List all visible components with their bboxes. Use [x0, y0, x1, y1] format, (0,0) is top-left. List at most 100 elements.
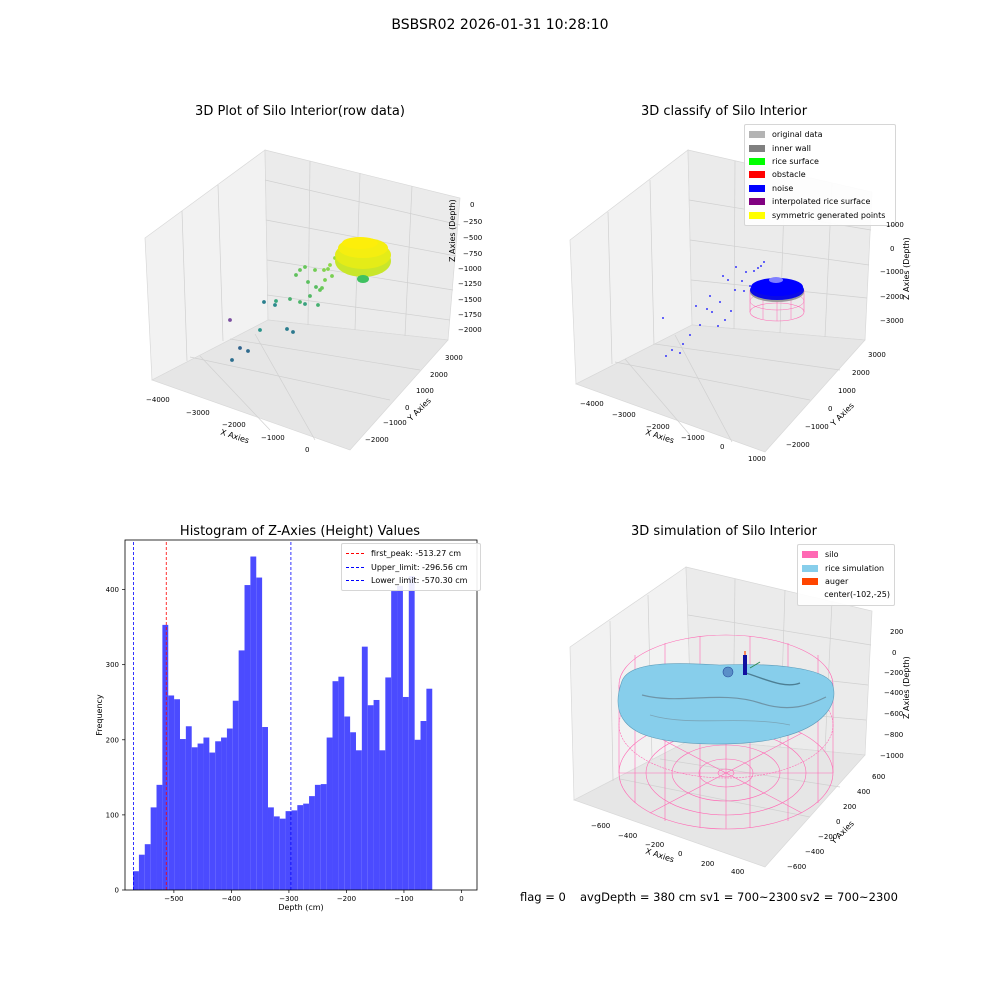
p4-ztick: −800	[884, 731, 904, 739]
p2-xtick: 0	[720, 443, 725, 451]
footer-flag: flag = 0	[520, 890, 566, 904]
hist-xtick-label: −400	[222, 895, 241, 903]
raw-point	[320, 286, 324, 290]
hist-bar	[426, 688, 433, 890]
p1-ztick: −500	[463, 234, 483, 242]
p4-xtick: −600	[591, 822, 611, 830]
p2-xtick: −1000	[681, 434, 705, 442]
hist-ytick-label: 200	[106, 736, 119, 744]
hist-bar	[355, 750, 362, 890]
p4-ztick: −600	[884, 710, 904, 718]
hist-bar	[262, 727, 268, 890]
p2-ztick: −1000	[880, 268, 904, 276]
legend-swatch	[802, 564, 818, 572]
hist-bar	[174, 699, 180, 890]
hist-bar	[138, 854, 145, 890]
plot2-3d-classify	[569, 149, 873, 453]
noise-point	[743, 290, 745, 292]
p1-xtick: −1000	[261, 434, 285, 442]
hist-bar	[232, 700, 239, 890]
hist-bar	[297, 805, 304, 890]
footer-sv2: sv2 = 700~2300	[800, 890, 898, 904]
hist-bar	[273, 816, 280, 890]
raw-point	[314, 285, 318, 289]
noise-point	[722, 275, 724, 277]
legend-item: inner wall	[749, 141, 891, 154]
hist-bar	[332, 681, 339, 890]
footer-avg-depth: avgDepth = 380 cm	[580, 890, 697, 904]
hist-bar	[197, 743, 204, 890]
hist-bar	[314, 784, 321, 890]
p2-ztick: −3000	[880, 317, 904, 325]
noise-point	[671, 349, 673, 351]
hist-bar	[385, 677, 392, 890]
hist-bar	[397, 585, 403, 890]
hist-bar	[215, 741, 222, 890]
hist-legend: first_peak: -513.27 cm Upper_limit: -296…	[341, 543, 481, 592]
plot2-title: 3D classify of Silo Interior	[640, 104, 808, 119]
p1-ztick: −1750	[458, 311, 482, 319]
hist-bar	[414, 739, 421, 890]
legend-item: auger	[802, 575, 890, 588]
plot4-legend: silo rice simulation auger center(-102,-…	[797, 544, 895, 606]
hist-yticks: 0 100 200 300 400	[106, 586, 125, 895]
p4-ytick: −400	[805, 848, 825, 856]
p4-ytick: 400	[857, 788, 871, 796]
legend-item: symmetric generated points	[749, 208, 891, 221]
p4-ytick: 600	[872, 773, 886, 781]
p2-ytick: −2000	[786, 441, 810, 449]
legend-item: first_peak: -513.27 cm	[346, 547, 476, 560]
raw-point	[288, 297, 292, 301]
legend-item: original data	[749, 128, 891, 141]
hist-ylabel: Frequency	[95, 694, 104, 736]
raw-point	[328, 263, 332, 267]
hist-bar	[156, 784, 163, 890]
hist-xticks: −500 −400 −300 −200 −100 0	[164, 890, 464, 903]
plot4-3d-simulation	[569, 566, 873, 868]
noise-point	[745, 271, 747, 273]
p1-ytick: 0	[405, 404, 410, 412]
hist-xtick-label: −500	[164, 895, 183, 903]
raw-point	[238, 346, 242, 350]
hist-ytick-label: 300	[106, 661, 119, 669]
noise-point	[682, 343, 684, 345]
raw-point	[316, 303, 320, 307]
noise-point	[709, 295, 711, 297]
hist-ytick-label: 0	[115, 887, 119, 895]
raw-point	[298, 300, 302, 304]
legend-item: Upper_limit: -296.56 cm	[346, 560, 476, 573]
hist-bar	[133, 871, 139, 890]
plot1-3d-raw	[144, 149, 461, 451]
p2-xtick: −2000	[646, 423, 670, 431]
noise-point	[760, 265, 762, 267]
plot4-title: 3D simulation of Silo Interior	[631, 524, 817, 539]
legend-item: Lower_limit: -570.30 cm	[346, 574, 476, 587]
hist-bar	[285, 811, 292, 890]
p4-xtick: 0	[678, 850, 683, 858]
legend-swatch	[346, 553, 364, 555]
p1-ztick: −2000	[458, 326, 482, 334]
raw-point	[330, 274, 334, 278]
legend-item: noise	[749, 182, 891, 195]
legend-swatch	[749, 184, 765, 192]
hist-bar	[309, 796, 315, 890]
p4-ztick: −1000	[880, 752, 904, 760]
p2-ytick: 0	[828, 405, 833, 413]
noise-point	[763, 261, 765, 263]
plot1-blob	[335, 237, 391, 283]
hist-xlabel: Depth (cm)	[278, 903, 323, 912]
hist-bar	[338, 676, 345, 890]
hist-bar	[238, 650, 245, 890]
p2-ztick: 0	[890, 245, 895, 253]
hist-bar	[221, 737, 227, 890]
legend-swatch	[749, 131, 765, 139]
hist-bar	[191, 747, 198, 890]
legend-swatch	[749, 157, 765, 165]
hist-vlines	[133, 540, 292, 890]
plot4-auger	[743, 651, 761, 675]
p1-ztick: −750	[463, 250, 483, 258]
legend-swatch	[749, 144, 765, 152]
p4-ztick: 0	[892, 649, 897, 657]
hist-bar	[303, 803, 310, 890]
p1-ztick: 0	[470, 201, 475, 209]
